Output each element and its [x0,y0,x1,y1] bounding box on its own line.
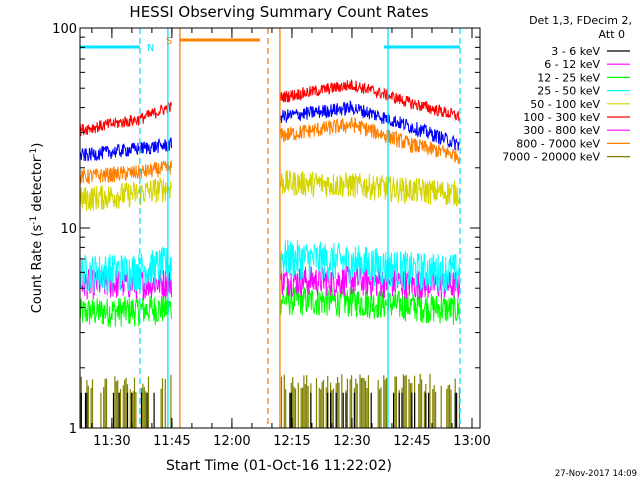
flag-label-n: N [147,43,154,54]
legend-entry-label: 6 - 12 keV [544,58,600,71]
y-label-end: ) [30,143,45,148]
x-tick-label: 12:00 [213,434,250,449]
flag-label-s: S [166,36,172,47]
axes: 1 10 100 11:30 11:45 12:00 12:15 12:30 12:45 13:0… [52,22,491,449]
series-100-300-kev [79,79,461,136]
x-axis-label: Start Time (01-Oct-16 11:22:02) [166,458,392,474]
series-25-50-kev [79,239,461,294]
legend-header-line-1: Det 1,3, FDecim 2, [529,14,632,27]
y-tick-label: 1 [69,422,77,437]
series-800-7000-kev [79,116,461,185]
x-tick-label: 12:15 [273,434,310,449]
timestamp: 27-Nov-2017 14:09 [555,469,637,479]
x-tick-label: 11:45 [153,434,190,449]
y-label-main: Count Rate (s [30,225,45,314]
series-blue-band [79,100,461,162]
x-tick-label: 12:30 [333,434,370,449]
y-label-sup2: -1 [29,148,39,157]
legend-entry-label: 12 - 25 keV [537,71,600,84]
y-label-mid: detector [30,156,45,216]
legend-entry-label: 800 - 7000 keV [516,137,600,150]
legend-entry-label: 50 - 100 keV [530,98,600,111]
legend-entry-label: 7000 - 20000 keV [502,151,600,164]
legend-header-line-2: Att 0 [599,28,625,41]
y-axis-label: Count Rate (s-1 detector-1) [29,143,45,314]
legend-entry-label: 300 - 800 keV [523,124,600,137]
y-tick-label: 10 [60,222,77,237]
y-label-sup1: -1 [29,216,39,225]
series-3-6-kev [80,392,458,428]
legend-entry-label: 3 - 6 keV [551,45,600,58]
x-tick-label: 11:30 [93,434,130,449]
legend-entry-label: 100 - 300 keV [523,111,600,124]
plot-area: NS [79,28,461,428]
chart-title: HESSI Observing Summary Count Rates [129,3,428,21]
y-tick-label: 100 [52,22,77,37]
legend-entry-label: 25 - 50 keV [537,85,600,98]
x-tick-label: 13:00 [453,434,490,449]
series-7000-20000-kev [80,373,460,428]
series-12-25-kev [79,284,461,328]
x-tick-label: 12:45 [393,434,430,449]
series-50-100-kev [79,170,461,212]
